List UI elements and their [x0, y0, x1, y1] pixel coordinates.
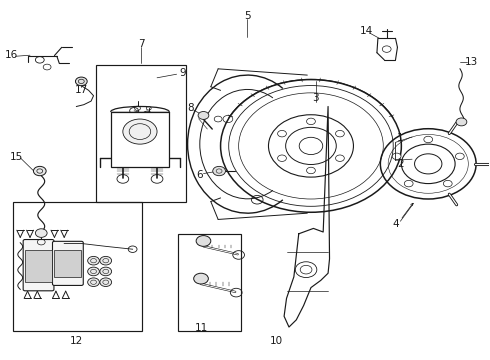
Circle shape	[123, 119, 157, 144]
Circle shape	[198, 112, 209, 120]
Text: 6: 6	[197, 170, 203, 180]
Text: 10: 10	[270, 336, 283, 346]
Circle shape	[35, 229, 47, 237]
Circle shape	[443, 180, 452, 187]
Circle shape	[100, 278, 112, 287]
Circle shape	[392, 153, 401, 159]
Bar	[13, 202, 143, 330]
Bar	[177, 234, 241, 330]
Circle shape	[100, 267, 112, 276]
Circle shape	[88, 256, 99, 265]
Circle shape	[213, 166, 225, 176]
Text: 11: 11	[195, 323, 208, 333]
Text: 9: 9	[179, 68, 186, 78]
Circle shape	[100, 256, 112, 265]
Text: 5: 5	[244, 11, 251, 21]
Bar	[25, 250, 52, 282]
Circle shape	[88, 278, 99, 287]
Circle shape	[196, 235, 211, 246]
Circle shape	[455, 153, 464, 159]
Text: 8: 8	[187, 103, 194, 113]
Text: 1: 1	[397, 133, 404, 143]
Text: 14: 14	[360, 26, 373, 36]
FancyBboxPatch shape	[23, 239, 54, 291]
Circle shape	[75, 77, 87, 86]
Circle shape	[194, 273, 208, 284]
Circle shape	[404, 180, 413, 187]
Text: 17: 17	[74, 85, 88, 95]
Text: 4: 4	[392, 219, 399, 229]
Circle shape	[295, 262, 317, 278]
FancyBboxPatch shape	[52, 241, 83, 285]
Text: 12: 12	[70, 336, 83, 346]
Bar	[54, 250, 81, 277]
Circle shape	[424, 136, 433, 143]
Circle shape	[88, 267, 99, 276]
Text: 13: 13	[465, 57, 478, 67]
Text: 3: 3	[313, 93, 319, 103]
Circle shape	[33, 166, 46, 176]
Circle shape	[456, 118, 467, 126]
Text: 7: 7	[138, 39, 145, 49]
Text: 2: 2	[397, 159, 404, 169]
Text: 16: 16	[5, 50, 18, 60]
Bar	[111, 112, 169, 167]
Bar	[96, 65, 186, 202]
Text: 15: 15	[10, 152, 23, 162]
